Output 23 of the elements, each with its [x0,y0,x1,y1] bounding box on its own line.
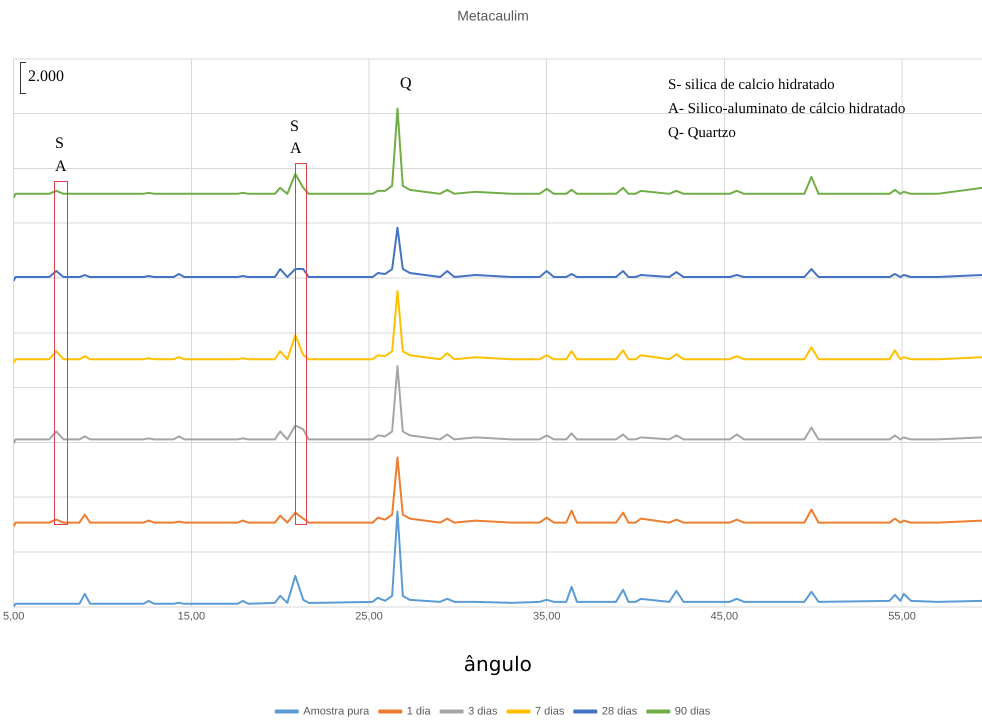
annotation: S [290,118,299,136]
legend-label: 3 dias [468,706,498,718]
x-tick-label: 25,00 [355,610,383,622]
x-axis-title: ângulo [464,652,532,676]
legend-label: 1 dia [406,706,432,718]
annotation: A- Silico-aluminato de cálcio hidratado [668,100,906,119]
text: 2.000 [28,68,64,86]
annotation: A [290,140,302,158]
annotation: S [55,135,64,153]
x-tick-label: 35,00 [532,610,560,622]
legend-label: 28 dias [602,706,638,718]
annotation: A [55,158,67,176]
x-tick-label: 15,00 [178,610,206,622]
text: S- silica de calcio hidratado [668,76,836,95]
legend-label: 90 dias [674,706,711,718]
annotation: Q- Quartzo [668,124,737,143]
x-tick-label: 5,00 [2,610,24,622]
legend-label: 7 dias [534,706,565,718]
x-tick-label: 45,00 [710,610,738,622]
text: Q [400,75,412,93]
chart-title: Metacaulim [457,7,529,24]
legend-label: Amostra pura [303,706,370,718]
x-tick-label: 55,00 [888,610,916,622]
